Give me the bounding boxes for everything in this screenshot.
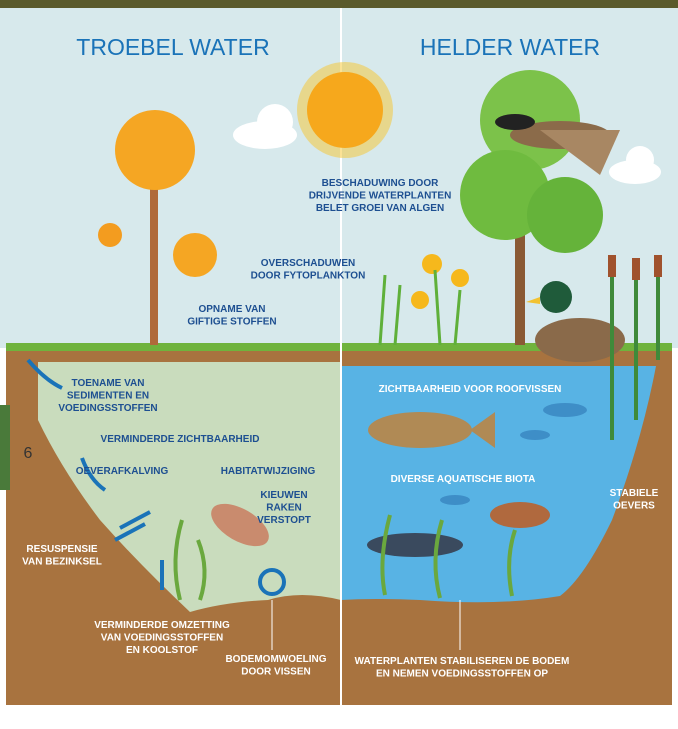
label-line: BELET GROEI VAN ALGEN [316, 203, 444, 214]
label-line: DIVERSE AQUATISCHE BIOTA [391, 474, 536, 485]
label-line: VERSTOPT [257, 515, 311, 526]
label-line: KIEUWEN [260, 490, 307, 501]
title-left: TROEBEL WATER [76, 34, 269, 60]
label-line: GIFTIGE STOFFEN [187, 317, 276, 328]
label-line: RAKEN [266, 503, 302, 514]
title-right: HELDER WATER [420, 34, 600, 60]
label-line: VAN VOEDINGSSTOFFEN [101, 633, 223, 644]
label-line: SEDIMENTEN EN [67, 391, 149, 402]
label-line: OVERSCHADUWEN [261, 258, 355, 269]
label-line: VOEDINGSSTOFFEN [58, 403, 157, 414]
label-line: DOOR FYTOPLANKTON [251, 271, 366, 282]
label-line: RESUSPENSIE [26, 544, 97, 555]
label-line: EN NEMEN VOEDINGSSTOFFEN OP [376, 669, 548, 680]
label-line: BESCHADUWING DOOR [322, 178, 439, 189]
sun [297, 62, 393, 158]
label-line: OEVERS [613, 501, 655, 512]
label-line: VERMINDERDE OMZETTING [94, 620, 230, 631]
page-tab [0, 405, 10, 490]
label-line: OPNAME VAN [198, 304, 265, 315]
label-line: DRIJVENDE WATERPLANTEN [309, 191, 452, 202]
label-line: VAN BEZINKSEL [22, 557, 102, 568]
label-line: DOOR VISSEN [241, 667, 310, 678]
infographic: 6 TROEBEL WATER HELDER WATER BESCHADUWIN… [0, 0, 678, 724]
label-line: EN KOOLSTOF [126, 645, 198, 656]
label-line: TOENAME VAN [72, 378, 145, 389]
page-number: 6 [24, 445, 33, 462]
label-line: STABIELE [610, 488, 659, 499]
label-line: WATERPLANTEN STABILISEREN DE BODEM [355, 656, 570, 667]
label-line: VERMINDERDE ZICHTBAARHEID [101, 434, 260, 445]
label-line: BODEMOMWOELING [225, 654, 326, 665]
label-line: HABITATWIJZIGING [221, 466, 316, 477]
label-line: ZICHTBAARHEID VOOR ROOFVISSEN [379, 384, 562, 395]
top-strip [0, 0, 678, 8]
label-line: OEVERAFKALVING [76, 466, 169, 477]
